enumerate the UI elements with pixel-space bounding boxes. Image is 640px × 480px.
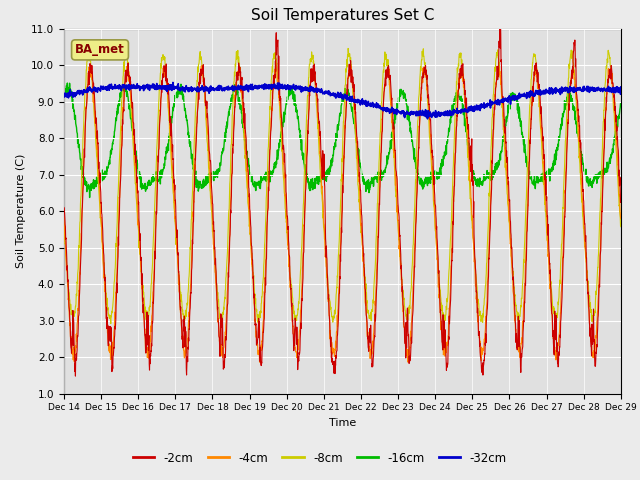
Text: BA_met: BA_met bbox=[75, 43, 125, 56]
Title: Soil Temperatures Set C: Soil Temperatures Set C bbox=[251, 9, 434, 24]
Y-axis label: Soil Temperature (C): Soil Temperature (C) bbox=[15, 154, 26, 268]
X-axis label: Time: Time bbox=[329, 418, 356, 428]
Legend: -2cm, -4cm, -8cm, -16cm, -32cm: -2cm, -4cm, -8cm, -16cm, -32cm bbox=[129, 447, 511, 469]
